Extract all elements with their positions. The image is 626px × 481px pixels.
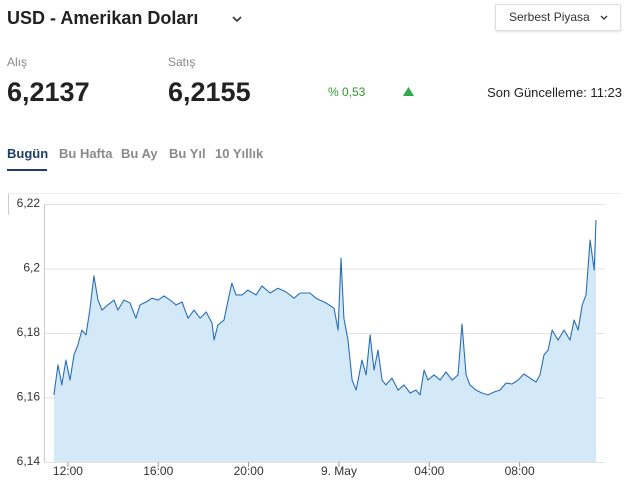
x-tick-label: 16:00 [143, 464, 173, 478]
market-label: Serbest Piyasa [509, 10, 590, 24]
buy-label: Alış [7, 55, 28, 69]
market-dropdown[interactable]: Serbest Piyasa [495, 4, 621, 31]
tab[interactable]: 10 Yıllık [215, 146, 264, 161]
tab[interactable]: Bu Ay [121, 146, 158, 161]
last-update: Son Güncelleme: 11:23 [487, 85, 622, 100]
y-tick-label: 6,2 [23, 261, 40, 275]
y-tick-label: 6,16 [17, 390, 41, 404]
x-tick-label: 12:00 [53, 464, 83, 478]
page-title[interactable]: USD - Amerikan Doları [7, 8, 199, 28]
sell-label: Satış [168, 55, 196, 69]
sell-value: 6,2155 [168, 77, 251, 107]
dropdown-chevron [600, 15, 608, 20]
up-arrow [403, 87, 414, 96]
y-tick-label: 6,22 [17, 196, 41, 210]
price-line [53, 220, 597, 396]
tab-underline [7, 169, 47, 171]
area-fill [53, 220, 596, 462]
x-tick-label: 08:00 [505, 464, 535, 478]
tab[interactable]: Bu Hafta [59, 146, 113, 161]
tab[interactable]: Bu Yıl [169, 146, 206, 161]
change: % 0,53 [328, 85, 366, 99]
y-tick-label: 6,14 [17, 454, 41, 468]
buy-value: 6,2137 [7, 77, 90, 107]
x-tick-label: 9. May [321, 464, 357, 478]
x-tick-label: 20:00 [234, 464, 264, 478]
y-tick-label: 6,18 [17, 325, 41, 339]
tab[interactable]: Bugün [7, 146, 49, 161]
x-tick-label: 04:00 [414, 464, 444, 478]
title-chevron[interactable] [232, 15, 242, 23]
